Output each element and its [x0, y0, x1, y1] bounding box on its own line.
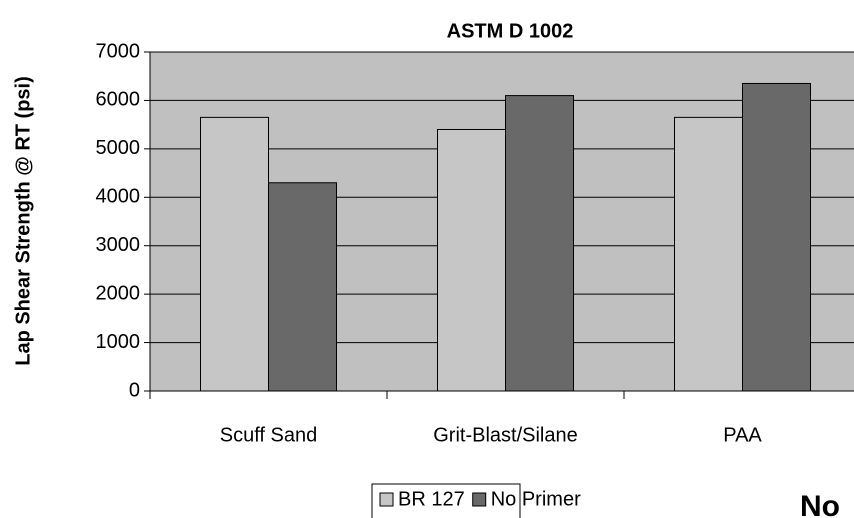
y-tick-label: 1000: [96, 331, 141, 353]
legend-swatch: [379, 492, 394, 507]
x-tick-label: Grit-Blast/Silane: [433, 424, 578, 446]
y-tick-label: 6000: [96, 89, 141, 111]
legend-label: No Primer: [491, 488, 581, 510]
y-tick-label: 2000: [96, 282, 141, 304]
x-tick-label: Scuff Sand: [220, 424, 317, 446]
y-tick-label: 4000: [96, 186, 141, 208]
y-tick-label: 7000: [96, 40, 141, 62]
legend-label: BR 127: [398, 488, 465, 510]
annotation: No: [800, 490, 840, 518]
bar: [437, 128, 506, 392]
bar: [505, 95, 574, 392]
bar: [742, 82, 811, 392]
y-tick-label: 5000: [96, 137, 141, 159]
chart-title: ASTM D 1002: [447, 20, 574, 42]
bar: [200, 116, 269, 392]
legend-box: [371, 483, 521, 518]
legend-swatch: [472, 492, 487, 507]
bar: [674, 116, 743, 392]
bar: [268, 182, 337, 392]
legend: BR 127 No Primer: [371, 483, 581, 518]
y-tick-label: 3000: [96, 234, 141, 256]
y-tick-label: 0: [129, 379, 140, 401]
y-axis-label: Lap Shear Strength @ RT (psi): [12, 76, 34, 366]
x-tick-label: PAA: [723, 424, 762, 446]
